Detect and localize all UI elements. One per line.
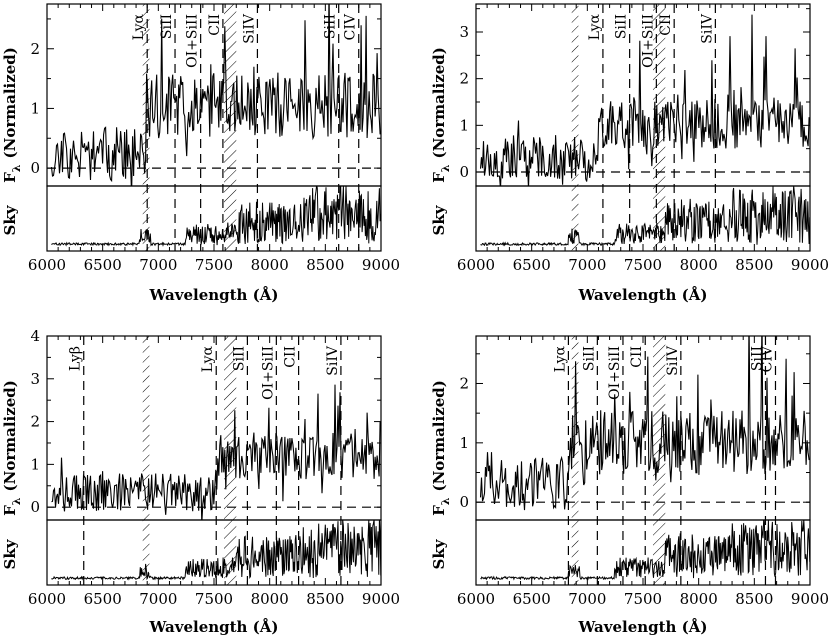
line-label: SiII xyxy=(749,346,765,371)
x-tick-label: 6500 xyxy=(513,256,551,274)
line-label: Lyα xyxy=(131,13,147,40)
line-label: SiIV xyxy=(241,13,257,44)
x-axis-title: Wavelength (Å) xyxy=(148,286,278,304)
y-tick-label: 2 xyxy=(459,374,469,392)
flux-spectrum xyxy=(50,4,381,186)
line-label: Lyβ xyxy=(68,346,84,371)
line-label: CII xyxy=(207,14,223,36)
line-label: Lyα xyxy=(200,345,216,372)
telluric-band xyxy=(142,336,150,585)
x-tick-label: 9000 xyxy=(362,590,400,608)
line-label: OI+SiII xyxy=(607,346,623,400)
y-tick-label: 0 xyxy=(30,159,40,177)
x-tick-label: 9000 xyxy=(791,256,829,274)
line-label: CII xyxy=(283,346,299,368)
x-tick-label: 6000 xyxy=(28,256,66,274)
y-axis-title: Fλ(Normalized) xyxy=(430,47,452,183)
line-label: SiIV xyxy=(665,345,681,376)
x-tick-label: 8500 xyxy=(306,590,344,608)
flux-spectrum xyxy=(51,384,381,520)
line-label: SiIV xyxy=(699,13,715,44)
y-tick-label: 2 xyxy=(30,40,40,58)
x-tick-label: 7000 xyxy=(568,256,606,274)
y-tick-label: 1 xyxy=(459,434,469,452)
sky-spectrum xyxy=(51,186,381,247)
line-label: CII xyxy=(658,14,674,36)
flux-spectrum xyxy=(479,336,810,511)
line-label: CIV xyxy=(343,13,359,40)
y-tick-label: 3 xyxy=(30,370,40,388)
flux-spectrum xyxy=(479,14,810,186)
x-tick-label: 7500 xyxy=(195,256,233,274)
y-tick-label: 0 xyxy=(459,163,469,181)
x-tick-label: 8000 xyxy=(680,590,718,608)
y-tick-label: 2 xyxy=(459,70,469,88)
x-tick-label: 8500 xyxy=(735,256,773,274)
x-tick-label: 6500 xyxy=(513,590,551,608)
y-tick-label: 0 xyxy=(30,498,40,516)
x-tick-label: 7000 xyxy=(568,590,606,608)
sky-axis-title: Sky xyxy=(430,204,448,235)
line-label: Lyα xyxy=(587,13,603,40)
x-tick-label: 7000 xyxy=(139,256,177,274)
telluric-band xyxy=(571,336,579,585)
line-label: OI+SiII xyxy=(260,346,276,400)
telluric-band xyxy=(571,4,579,251)
line-label: Lyα xyxy=(552,345,568,372)
x-tick-label: 9000 xyxy=(791,590,829,608)
sky-spectrum xyxy=(51,520,381,581)
x-axis-title: Wavelength (Å) xyxy=(577,618,707,636)
y-axis-title: Fλ(Normalized) xyxy=(1,380,23,516)
line-label: OI+SiII xyxy=(185,14,201,68)
x-tick-label: 8000 xyxy=(251,256,289,274)
line-label: OI+SiII xyxy=(640,14,656,68)
line-label: CII xyxy=(629,346,645,368)
y-tick-label: 0 xyxy=(459,493,469,511)
x-tick-label: 6000 xyxy=(457,256,495,274)
y-tick-label: 2 xyxy=(30,413,40,431)
sky-axis-title: Sky xyxy=(430,538,448,569)
x-tick-label: 7500 xyxy=(624,256,662,274)
panel-top-right: Lyα SiII OI+SiII CII SiIV 6000 6500 7000 7500 800… xyxy=(430,3,829,304)
x-tick-label: 6000 xyxy=(28,590,66,608)
line-label: SiII xyxy=(323,14,339,39)
y-axis-title: Fλ(Normalized) xyxy=(430,380,452,516)
sky-spectrum xyxy=(480,186,810,247)
x-tick-label: 8500 xyxy=(306,256,344,274)
x-axis-title: Wavelength (Å) xyxy=(148,618,278,636)
y-tick-label: 4 xyxy=(30,327,40,345)
line-label: SiII xyxy=(614,14,630,39)
y-tick-label: 1 xyxy=(459,116,469,134)
x-tick-label: 9000 xyxy=(362,256,400,274)
x-tick-label: 8000 xyxy=(251,590,289,608)
x-tick-label: 7500 xyxy=(624,590,662,608)
sky-axis-title: Sky xyxy=(1,538,19,569)
x-tick-label: 6500 xyxy=(84,590,122,608)
line-label: SiII xyxy=(159,14,175,39)
line-label: SiIV xyxy=(325,345,341,376)
sky-axis-title: Sky xyxy=(1,204,19,235)
x-tick-label: 8500 xyxy=(735,590,773,608)
x-tick-label: 7000 xyxy=(139,590,177,608)
y-tick-label: 3 xyxy=(459,23,469,41)
y-tick-label: 1 xyxy=(30,99,40,117)
x-tick-label: 7500 xyxy=(195,590,233,608)
line-label: SiII xyxy=(231,346,247,371)
x-tick-label: 8000 xyxy=(680,256,718,274)
panel-bottom-left: Lyβ Lyα SiII OI+SiII CII SiIV 6000 6500 7000 7500… xyxy=(1,327,400,636)
y-tick-label: 1 xyxy=(30,455,40,473)
x-axis-title: Wavelength (Å) xyxy=(577,286,707,304)
x-tick-label: 6500 xyxy=(84,256,122,274)
sky-frame xyxy=(46,519,382,586)
x-tick-label: 6000 xyxy=(457,590,495,608)
line-label: CIV xyxy=(759,345,775,372)
y-axis-title: Fλ(Normalized) xyxy=(1,47,23,183)
line-label: SiII xyxy=(581,346,597,371)
